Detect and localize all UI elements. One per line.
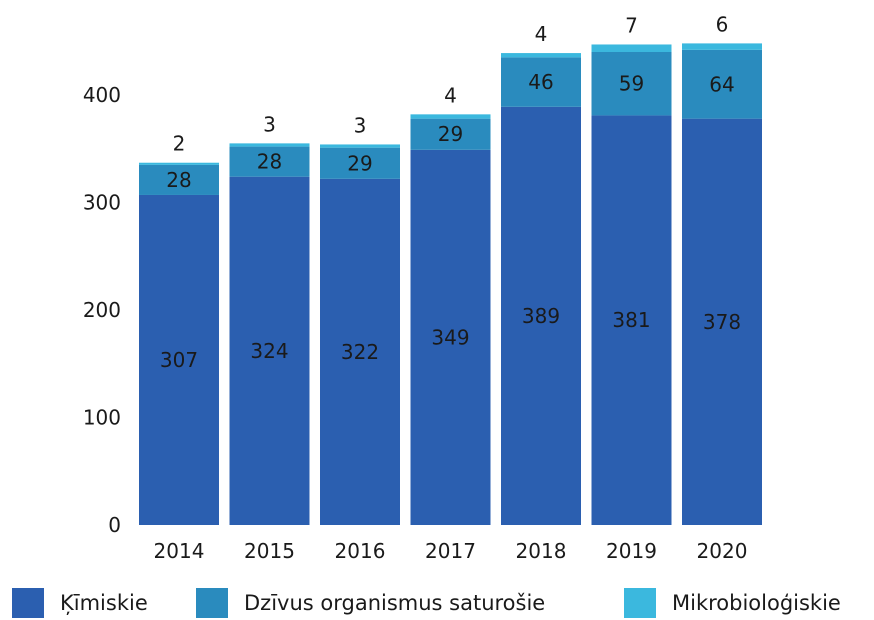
- y-tick-label: 400: [83, 83, 121, 107]
- bar-segment-2018-series-2: [501, 57, 581, 107]
- x-tick-label: 2017: [425, 539, 476, 563]
- legend-label-chemical: Ķīmiskie: [60, 591, 148, 615]
- bar-segment-2020-series-2: [682, 49, 762, 119]
- data-label-2017-series-2: 29: [438, 122, 463, 146]
- bar-segment-2020-series-3: [682, 43, 762, 50]
- data-label-2015-series-3: 3: [263, 112, 276, 136]
- data-label-2015-series-2: 28: [257, 150, 282, 174]
- data-label-2017-series-1: 349: [431, 325, 469, 349]
- legend-swatch-microbiological: [624, 588, 656, 618]
- bar-segment-2015-series-1: [229, 176, 310, 525]
- y-tick-label: 200: [83, 298, 121, 322]
- data-label-2015-series-1: 324: [250, 339, 288, 363]
- data-label-2018-series-3: 4: [535, 22, 548, 46]
- data-label-2016-series-2: 29: [347, 151, 372, 175]
- data-label-2018-series-1: 389: [522, 304, 560, 328]
- data-label-2020-series-3: 6: [716, 12, 729, 36]
- data-label-2019-series-3: 7: [625, 13, 638, 37]
- bar-segment-2015-series-3: [229, 143, 310, 147]
- data-label-2019-series-2: 59: [619, 72, 644, 96]
- x-tick-label: 2015: [244, 539, 295, 563]
- legend-swatch-chemical: [12, 588, 44, 618]
- data-label-2019-series-1: 381: [612, 308, 650, 332]
- legend-label-microbiological: Mikrobioloģiskie: [672, 591, 841, 615]
- bar-segment-2014-series-1: [139, 194, 219, 525]
- bars: 3072823242833222933492943894643815973786…: [139, 12, 762, 526]
- y-tick-label: 300: [83, 191, 121, 215]
- bar-segment-2016-series-3: [320, 144, 400, 148]
- x-axis: 2014 2015 2016 2017 2018 2019 2020: [154, 539, 748, 563]
- bar-segment-2017-series-1: [410, 149, 491, 525]
- bar-segment-2014-series-3: [139, 162, 219, 165]
- data-label-2020-series-1: 378: [703, 310, 741, 334]
- data-label-2017-series-3: 4: [444, 83, 457, 107]
- legend-item-microbiological: Mikrobioloģiskie: [624, 586, 841, 620]
- bar-segment-2018-series-3: [501, 53, 581, 58]
- bar-segment-2020-series-1: [682, 118, 762, 526]
- legend-item-chemical: Ķīmiskie: [12, 586, 148, 620]
- data-label-2014-series-2: 28: [166, 168, 191, 192]
- bar-segment-2015-series-2: [229, 146, 310, 177]
- bar-segment-2018-series-1: [501, 106, 581, 525]
- data-label-2014-series-3: 2: [173, 132, 186, 156]
- x-tick-label: 2016: [335, 539, 386, 563]
- bar-segment-2019-series-2: [591, 52, 672, 116]
- bar-segment-2016-series-2: [320, 147, 400, 179]
- legend-swatch-living-organisms: [196, 588, 228, 618]
- x-tick-label: 2019: [606, 539, 657, 563]
- data-label-2016-series-3: 3: [354, 113, 367, 137]
- x-tick-label: 2018: [516, 539, 567, 563]
- bar-segment-2014-series-2: [139, 164, 219, 195]
- y-tick-label: 0: [108, 513, 121, 537]
- legend-label-living-organisms: Dzīvus organismus saturošie: [244, 591, 546, 615]
- legend-item-living-organisms: Dzīvus organismus saturošie: [196, 586, 545, 620]
- bar-segment-2017-series-3: [410, 114, 491, 119]
- data-label-2014-series-1: 307: [160, 348, 198, 372]
- bar-segment-2016-series-1: [320, 178, 400, 525]
- data-label-2020-series-2: 64: [709, 72, 734, 96]
- bar-segment-2019-series-1: [591, 115, 672, 526]
- x-tick-label: 2020: [697, 539, 748, 563]
- bar-segment-2019-series-3: [591, 44, 672, 52]
- y-axis: 0 100 200 300 400: [83, 83, 121, 537]
- y-tick-label: 100: [83, 406, 121, 430]
- x-tick-label: 2014: [154, 539, 205, 563]
- data-label-2016-series-1: 322: [341, 340, 379, 364]
- data-label-2018-series-2: 46: [528, 70, 553, 94]
- bar-segment-2017-series-2: [410, 118, 491, 150]
